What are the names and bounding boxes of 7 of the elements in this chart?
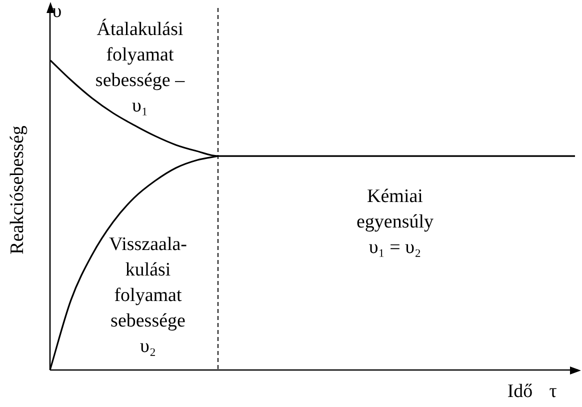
text: τ	[549, 380, 558, 402]
annotation: Visszaala- kulási folyamat sebessége υ₂	[109, 234, 187, 357]
x-axis-title: Idő	[507, 380, 533, 402]
text: υ	[52, 0, 62, 22]
y-axis-title: Reakciósebesség	[6, 125, 28, 254]
annotation: Kémiai egyensúly υ₁ = υ₂	[356, 186, 434, 258]
annotation: Átalakulási folyamat sebessége – υ₁	[95, 18, 186, 116]
